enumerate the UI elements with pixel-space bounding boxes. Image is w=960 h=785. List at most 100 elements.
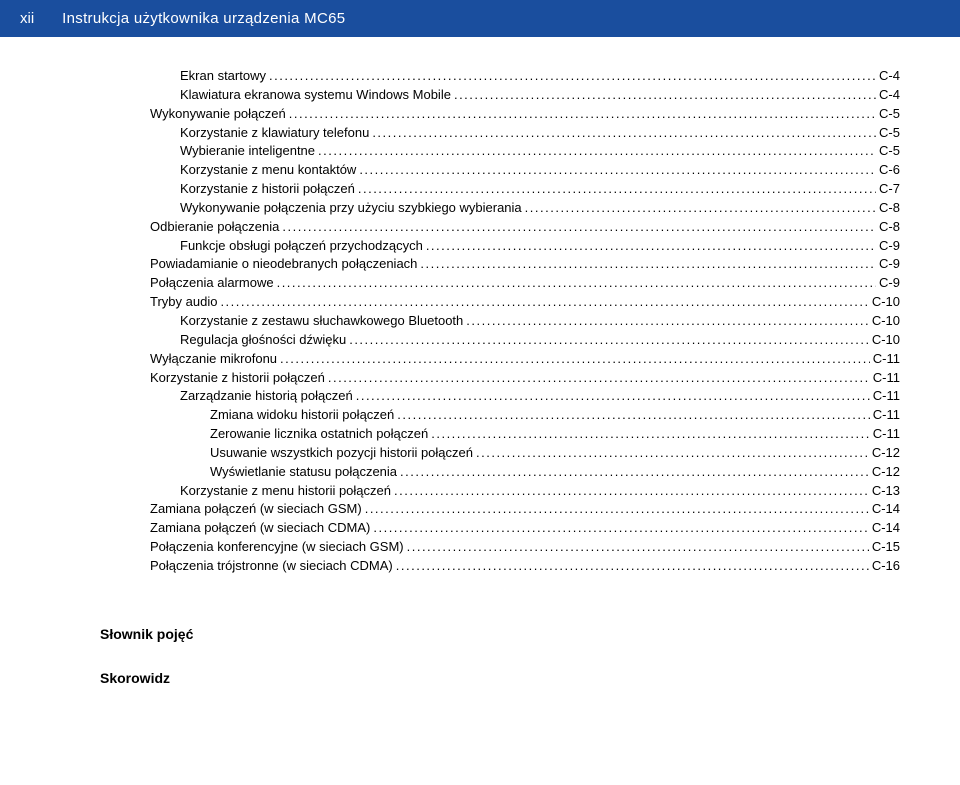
toc-entry: Połączenia konferencyjne (w sieciach GSM…	[60, 538, 900, 557]
toc-entry: Połączenia alarmowe.....................…	[60, 274, 900, 293]
toc-entry-page: C-13	[872, 482, 900, 501]
toc-entry: Korzystanie z menu historii połączeń....…	[60, 482, 900, 501]
toc-leader-dots: ........................................…	[431, 425, 870, 444]
toc-leader-dots: ........................................…	[289, 105, 876, 124]
toc-entry: Zamiana połączeń (w sieciach CDMA)......…	[60, 519, 900, 538]
toc-entry-title: Ekran startowy	[180, 67, 266, 86]
toc-leader-dots: ........................................…	[394, 482, 869, 501]
toc-leader-dots: ........................................…	[396, 557, 869, 576]
toc-entry: Korzystanie z menu kontaktów............…	[60, 161, 900, 180]
toc-entry-page: C-11	[873, 350, 900, 369]
toc-entry-title: Korzystanie z menu kontaktów	[180, 161, 356, 180]
toc-entry-title: Połączenia konferencyjne (w sieciach GSM…	[150, 538, 404, 557]
toc-leader-dots: ........................................…	[328, 369, 870, 388]
toc-entry-title: Regulacja głośności dźwięku	[180, 331, 346, 350]
toc-leader-dots: ........................................…	[400, 463, 869, 482]
toc-entry: Korzystanie z zestawu słuchawkowego Blue…	[60, 312, 900, 331]
toc-entry-title: Powiadamianie o nieodebranych połączenia…	[150, 255, 417, 274]
toc-entry-page: C-16	[872, 557, 900, 576]
toc-entry-title: Zamiana połączeń (w sieciach CDMA)	[150, 519, 370, 538]
toc-entry-title: Odbieranie połączenia	[150, 218, 279, 237]
toc-entry-page: C-5	[879, 142, 900, 161]
toc-entry: Wykonywanie połączenia przy użyciu szybk…	[60, 199, 900, 218]
toc-entry-page: C-12	[872, 463, 900, 482]
toc-leader-dots: ........................................…	[420, 255, 876, 274]
toc-entry: Regulacja głośności dźwięku.............…	[60, 331, 900, 350]
toc-entry-title: Tryby audio	[150, 293, 217, 312]
toc-leader-dots: ........................................…	[466, 312, 869, 331]
toc-entry: Ekran startowy..........................…	[60, 67, 900, 86]
toc-leader-dots: ........................................…	[277, 274, 876, 293]
toc-entry: Odbieranie połączenia...................…	[60, 218, 900, 237]
toc-entry-page: C-8	[879, 218, 900, 237]
toc-entry-page: C-4	[879, 67, 900, 86]
toc-entry: Zmiana widoku historii połączeń.........…	[60, 406, 900, 425]
toc-leader-dots: ........................................…	[318, 142, 876, 161]
toc-leader-dots: ........................................…	[282, 218, 876, 237]
bottom-sections: Słownik pojęć Skorowidz	[0, 596, 960, 686]
toc-entry: Usuwanie wszystkich pozycji historii poł…	[60, 444, 900, 463]
glossary-heading: Słownik pojęć	[100, 626, 900, 642]
document-title: Instrukcja użytkownika urządzenia MC65	[62, 10, 345, 27]
toc-leader-dots: ........................................…	[359, 161, 876, 180]
toc-entry-page: C-10	[872, 312, 900, 331]
toc-entry-title: Zerowanie licznika ostatnich połączeń	[210, 425, 428, 444]
toc-leader-dots: ........................................…	[397, 406, 870, 425]
toc-entry: Zarządzanie historią połączeń...........…	[60, 387, 900, 406]
document-header: xii Instrukcja użytkownika urządzenia MC…	[0, 0, 960, 37]
toc-entry-page: C-9	[879, 237, 900, 256]
toc-entry-page: C-9	[879, 274, 900, 293]
toc-entry-page: C-11	[873, 387, 900, 406]
toc-entry: Funkcje obsługi połączeń przychodzących.…	[60, 237, 900, 256]
toc-entry: Wybieranie inteligentne.................…	[60, 142, 900, 161]
toc-entry-title: Wybieranie inteligentne	[180, 142, 315, 161]
toc-entry-title: Klawiatura ekranowa systemu Windows Mobi…	[180, 86, 451, 105]
toc-entry-page: C-7	[879, 180, 900, 199]
toc-entry: Korzystanie z klawiatury telefonu.......…	[60, 124, 900, 143]
toc-entry: Powiadamianie o nieodebranych połączenia…	[60, 255, 900, 274]
toc-entry-title: Wykonywanie połączeń	[150, 105, 286, 124]
toc-leader-dots: ........................................…	[269, 67, 876, 86]
table-of-contents: Ekran startowy..........................…	[0, 37, 960, 596]
toc-entry: Korzystanie z historii połączeń.........…	[60, 180, 900, 199]
toc-leader-dots: ........................................…	[365, 500, 869, 519]
toc-entry: Połączenia trójstronne (w sieciach CDMA)…	[60, 557, 900, 576]
toc-entry-title: Korzystanie z historii połączeń	[180, 180, 355, 199]
toc-entry-page: C-14	[872, 500, 900, 519]
page-number: xii	[20, 10, 34, 27]
toc-entry-page: C-11	[873, 406, 900, 425]
toc-leader-dots: ........................................…	[372, 124, 876, 143]
toc-entry: Wykonywanie połączeń....................…	[60, 105, 900, 124]
index-heading: Skorowidz	[100, 670, 900, 686]
toc-entry-page: C-4	[879, 86, 900, 105]
toc-entry-title: Wyłączanie mikrofonu	[150, 350, 277, 369]
toc-entry: Zamiana połączeń (w sieciach GSM).......…	[60, 500, 900, 519]
toc-leader-dots: ........................................…	[220, 293, 868, 312]
toc-entry: Wyświetlanie statusu połączenia.........…	[60, 463, 900, 482]
toc-entry-page: C-12	[872, 444, 900, 463]
toc-leader-dots: ........................................…	[349, 331, 869, 350]
toc-entry-title: Wyświetlanie statusu połączenia	[210, 463, 397, 482]
toc-leader-dots: ........................................…	[525, 199, 876, 218]
toc-entry-title: Wykonywanie połączenia przy użyciu szybk…	[180, 199, 522, 218]
toc-leader-dots: ........................................…	[356, 387, 870, 406]
toc-entry-page: C-9	[879, 255, 900, 274]
toc-entry-page: C-15	[872, 538, 900, 557]
toc-leader-dots: ........................................…	[476, 444, 869, 463]
toc-entry-title: Zarządzanie historią połączeń	[180, 387, 353, 406]
toc-entry-title: Zmiana widoku historii połączeń	[210, 406, 394, 425]
toc-entry-title: Korzystanie z menu historii połączeń	[180, 482, 391, 501]
toc-leader-dots: ........................................…	[407, 538, 869, 557]
toc-entry-page: C-5	[879, 105, 900, 124]
toc-entry-title: Połączenia alarmowe	[150, 274, 274, 293]
toc-entry-title: Korzystanie z klawiatury telefonu	[180, 124, 369, 143]
toc-leader-dots: ........................................…	[454, 86, 876, 105]
toc-entry-page: C-10	[872, 331, 900, 350]
toc-entry: Korzystanie z historii połączeń.........…	[60, 369, 900, 388]
toc-entry-page: C-11	[873, 369, 900, 388]
toc-entry-title: Zamiana połączeń (w sieciach GSM)	[150, 500, 362, 519]
toc-entry-title: Połączenia trójstronne (w sieciach CDMA)	[150, 557, 393, 576]
toc-leader-dots: ........................................…	[426, 237, 876, 256]
toc-entry: Zerowanie licznika ostatnich połączeń...…	[60, 425, 900, 444]
toc-entry-page: C-8	[879, 199, 900, 218]
